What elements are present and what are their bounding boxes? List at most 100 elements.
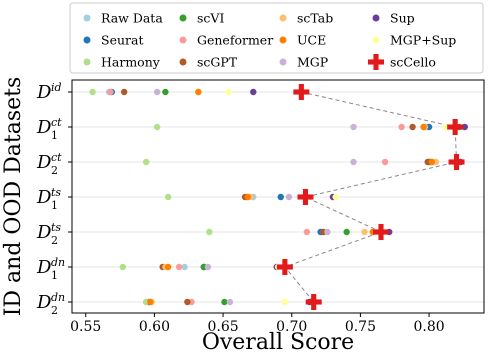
- point-mgp: [324, 228, 331, 236]
- point-uce: [195, 88, 202, 96]
- legend: Raw Data Seurat Harmony scVI Geneformer scGPT…: [69, 2, 484, 74]
- point-uce: [420, 123, 427, 131]
- legend-item: Sup: [372, 11, 415, 26]
- x-axis: 0.55 0.60 0.65 0.70 0.75 0.80: [70, 313, 445, 335]
- legend-label: Harmony: [101, 55, 161, 70]
- point-geneformer: [381, 158, 389, 166]
- y-tick-superscript: id: [51, 81, 62, 94]
- y-tick-superscript: ct: [51, 116, 62, 129]
- point-scgpt: [184, 298, 191, 306]
- legend-marker: [279, 36, 287, 44]
- legend-marker: [279, 58, 287, 66]
- legend-marker: [83, 58, 91, 66]
- point-scvi: [221, 298, 228, 306]
- y-tick-base: D: [36, 152, 52, 173]
- y-tick-base: D: [36, 222, 52, 243]
- y-tick-base: D: [36, 187, 52, 208]
- point-sccello: [447, 119, 464, 135]
- legend-item: scTab: [279, 11, 333, 26]
- point-harmony: [119, 263, 127, 271]
- legend-marker: [372, 14, 380, 22]
- legend-marker: [83, 14, 91, 22]
- x-tick-label: 0.80: [413, 319, 444, 335]
- point-sup: [461, 123, 468, 131]
- legend-item: MGP+Sup: [372, 33, 456, 48]
- legend-box: [69, 2, 484, 74]
- legend-item: scVI: [179, 11, 224, 26]
- y-tick-subscript: 1: [51, 129, 58, 142]
- y-tick-superscript: ts: [51, 186, 61, 199]
- legend-label: UCE: [297, 33, 326, 48]
- y-tick-subscript: 2: [51, 234, 58, 247]
- legend-item: Geneformer: [179, 33, 273, 48]
- legend-marker: [83, 36, 91, 44]
- point-mgp-sup: [442, 123, 449, 131]
- point-scvi: [343, 228, 350, 236]
- point-sccello: [293, 84, 310, 100]
- point-geneformer: [303, 228, 311, 236]
- legend-label: Raw Data: [101, 11, 163, 26]
- legend-label: MGP+Sup: [390, 33, 456, 48]
- legend-item: Seurat: [83, 33, 143, 48]
- point-mgp: [226, 298, 234, 306]
- point-uce: [147, 298, 154, 306]
- legend-label: scVI: [197, 11, 224, 26]
- y-tick-superscript: ts: [51, 221, 61, 234]
- point-sccello: [305, 294, 322, 310]
- point-mgp-sup: [281, 298, 289, 306]
- point-harmony: [206, 228, 213, 236]
- point-mgp: [350, 123, 357, 131]
- y-tick-superscript: ct: [51, 151, 62, 164]
- y-tick-base: D: [36, 117, 52, 138]
- y-tick-subscript: 2: [51, 304, 58, 317]
- legend-marker: [179, 58, 187, 66]
- legend-item: UCE: [279, 33, 326, 48]
- legend-item: scCello: [368, 54, 436, 70]
- point-uce: [428, 158, 436, 166]
- point-seurat: [277, 193, 284, 201]
- x-axis-title: Overall Score: [202, 330, 354, 353]
- legend-marker: [179, 14, 187, 22]
- point-sccello: [297, 189, 314, 205]
- x-tick-label: 0.60: [139, 319, 170, 335]
- y-tick-subscript: 1: [51, 199, 58, 212]
- point-mgp-sup: [332, 193, 339, 201]
- point-sup: [250, 88, 257, 96]
- point-raw-data: [181, 263, 188, 271]
- legend-marker: [179, 36, 187, 44]
- point-uce: [244, 193, 251, 201]
- point-mgp: [285, 193, 293, 201]
- point-sccello: [448, 154, 465, 170]
- legend-label: scTab: [297, 11, 333, 26]
- y-tick-superscript: dn: [51, 256, 65, 269]
- point-mgp-sup: [225, 88, 232, 96]
- legend-label: MGP: [297, 55, 328, 70]
- legend-item: Harmony: [83, 55, 161, 70]
- point-harmony: [153, 123, 161, 131]
- legend-marker: [368, 54, 384, 70]
- y-tick-subscript: 2: [51, 164, 58, 177]
- point-harmony: [142, 158, 150, 166]
- legend-item: scGPT: [179, 55, 238, 70]
- point-geneformer: [175, 263, 183, 271]
- x-tick-label: 0.75: [345, 319, 376, 335]
- legend-label: Seurat: [101, 33, 143, 48]
- point-scgpt: [409, 123, 416, 131]
- legend-item: Raw Data: [83, 11, 163, 26]
- legend-label: Geneformer: [197, 33, 273, 48]
- point-harmony: [89, 88, 96, 96]
- point-mgp: [153, 88, 161, 96]
- y-tick-subscript: 1: [51, 269, 58, 282]
- x-tick-label: 0.70: [276, 319, 307, 335]
- y-tick-base: D: [36, 82, 52, 103]
- legend-marker: [279, 14, 287, 22]
- point-scgpt: [120, 88, 128, 96]
